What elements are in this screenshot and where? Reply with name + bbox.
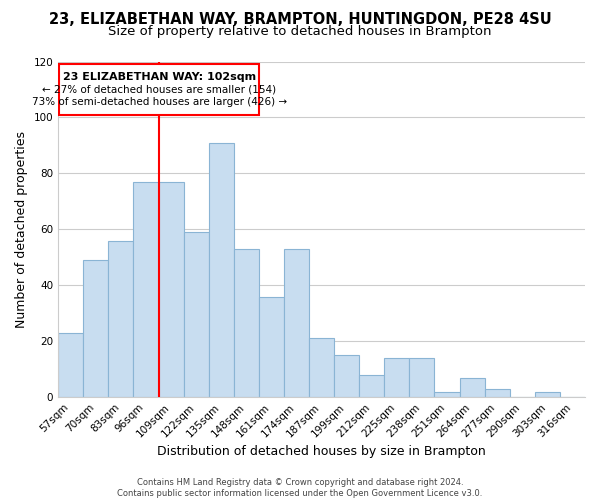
Text: Size of property relative to detached houses in Brampton: Size of property relative to detached ho… xyxy=(108,25,492,38)
Y-axis label: Number of detached properties: Number of detached properties xyxy=(15,131,28,328)
Bar xyxy=(409,358,434,397)
Bar xyxy=(284,249,309,397)
Bar xyxy=(535,392,560,397)
Bar xyxy=(58,333,83,397)
Bar xyxy=(133,182,158,397)
Bar xyxy=(385,358,409,397)
Bar xyxy=(83,260,109,397)
Bar xyxy=(334,356,359,397)
Bar xyxy=(158,182,184,397)
Text: 23 ELIZABETHAN WAY: 102sqm: 23 ELIZABETHAN WAY: 102sqm xyxy=(62,72,256,82)
X-axis label: Distribution of detached houses by size in Brampton: Distribution of detached houses by size … xyxy=(157,444,486,458)
Bar xyxy=(309,338,334,397)
Text: Contains HM Land Registry data © Crown copyright and database right 2024.
Contai: Contains HM Land Registry data © Crown c… xyxy=(118,478,482,498)
Bar xyxy=(460,378,485,397)
Text: 23, ELIZABETHAN WAY, BRAMPTON, HUNTINGDON, PE28 4SU: 23, ELIZABETHAN WAY, BRAMPTON, HUNTINGDO… xyxy=(49,12,551,28)
Bar xyxy=(59,64,259,114)
Bar xyxy=(184,232,209,397)
Text: 73% of semi-detached houses are larger (426) →: 73% of semi-detached houses are larger (… xyxy=(32,97,287,107)
Bar xyxy=(485,389,510,397)
Bar xyxy=(109,240,133,397)
Bar xyxy=(234,249,259,397)
Bar xyxy=(259,296,284,397)
Text: ← 27% of detached houses are smaller (154): ← 27% of detached houses are smaller (15… xyxy=(42,84,276,94)
Bar xyxy=(209,142,234,397)
Bar xyxy=(359,375,385,397)
Bar xyxy=(434,392,460,397)
